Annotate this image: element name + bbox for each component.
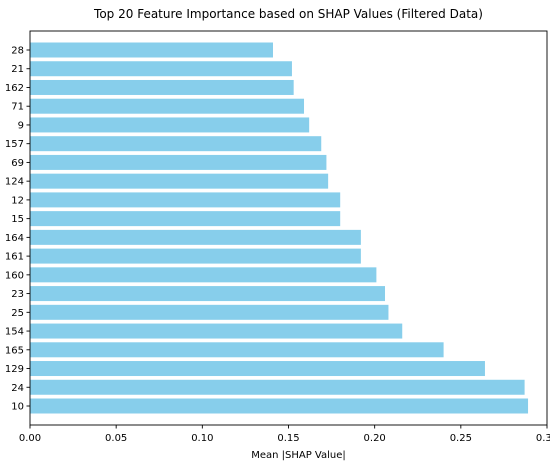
y-tick-label: 129 <box>5 364 24 375</box>
y-tick-label: 21 <box>11 64 24 75</box>
bar-164 <box>30 229 361 245</box>
bar-9 <box>30 117 310 133</box>
bar-23 <box>30 286 386 302</box>
bar-10 <box>30 398 529 414</box>
y-tick-label: 9 <box>18 120 24 131</box>
bars-group <box>30 42 529 414</box>
bar-69 <box>30 154 327 170</box>
bar-124 <box>30 173 329 189</box>
bar-165 <box>30 342 444 358</box>
bar-129 <box>30 361 485 377</box>
bar-21 <box>30 61 292 77</box>
y-tick-label: 69 <box>11 158 24 169</box>
y-tick-label: 160 <box>5 270 24 281</box>
y-tick-label: 124 <box>5 177 24 188</box>
x-tick-label: 0.15 <box>277 433 299 444</box>
x-axis-ticks: 0.00 0.05 0.10 0.15 0.20 0.25 0.30 <box>19 425 550 444</box>
bar-71 <box>30 98 305 114</box>
x-tick-label: 0.00 <box>19 433 41 444</box>
bar-15 <box>30 211 341 227</box>
bar-162 <box>30 79 294 95</box>
x-tick-label: 0.25 <box>450 433 472 444</box>
y-tick-label: 154 <box>5 327 24 338</box>
x-tick-label: 0.30 <box>536 433 550 444</box>
plot-frame <box>29 30 548 426</box>
y-tick-label: 71 <box>11 102 24 113</box>
x-tick-label: 0.05 <box>105 433 127 444</box>
bar-28 <box>30 42 273 58</box>
y-tick-label: 25 <box>11 308 24 319</box>
y-tick-label: 164 <box>5 233 24 244</box>
bar-24 <box>30 379 525 395</box>
bar-12 <box>30 192 341 208</box>
bar-154 <box>30 323 403 339</box>
chart-title: Top 20 Feature Importance based on SHAP … <box>93 7 483 21</box>
y-axis-ticks: 28 21 162 71 9 157 69 124 12 15 164 161 160 23 25 154 16… <box>5 46 30 413</box>
bar-161 <box>30 248 361 264</box>
y-tick-label: 161 <box>5 252 24 263</box>
y-tick-label: 15 <box>11 214 24 225</box>
x-tick-label: 0.20 <box>364 433 386 444</box>
y-tick-label: 23 <box>11 289 24 300</box>
y-tick-label: 24 <box>11 383 24 394</box>
bar-157 <box>30 136 322 152</box>
y-tick-label: 10 <box>11 402 24 413</box>
x-axis-label: Mean |SHAP Value| <box>251 450 346 461</box>
bar-25 <box>30 304 389 320</box>
y-tick-label: 165 <box>5 345 24 356</box>
y-tick-label: 28 <box>11 46 24 57</box>
y-tick-label: 157 <box>5 139 24 150</box>
x-tick-label: 0.10 <box>191 433 213 444</box>
bar-160 <box>30 267 377 283</box>
y-tick-label: 162 <box>5 83 24 94</box>
y-tick-label: 12 <box>11 195 24 206</box>
